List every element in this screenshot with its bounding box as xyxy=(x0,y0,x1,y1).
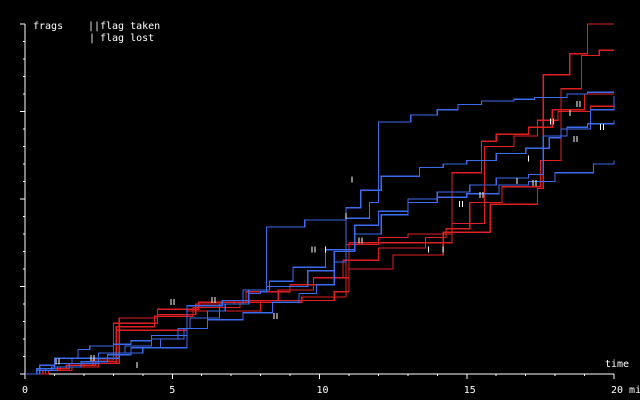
series-line-7 xyxy=(25,95,615,375)
series-line-1 xyxy=(25,23,614,375)
x-tick-label: 5 xyxy=(169,385,175,396)
x-tick-label: 0 xyxy=(22,385,28,396)
flag-markers xyxy=(55,101,605,368)
legend-label-flag-lost: flag lost xyxy=(100,33,154,44)
chart-axes xyxy=(24,24,614,375)
legend-label-flag-taken: flag taken xyxy=(100,21,160,32)
x-axis-label: time xyxy=(605,359,629,370)
series-line-3 xyxy=(25,93,614,375)
y-axis-label: frags xyxy=(33,21,63,32)
x-tick-label: 20 min xyxy=(611,385,640,396)
series-lines xyxy=(25,23,615,375)
x-tick-label: 10 xyxy=(317,385,329,396)
axis-ticks: 0 5 10 15 20 min xyxy=(20,23,640,396)
x-tick-label: 15 xyxy=(464,385,476,396)
series-line-8 xyxy=(25,91,614,375)
legend-symbol-flag-taken: || xyxy=(88,21,100,32)
legend-symbol-flag-lost: | xyxy=(89,33,95,44)
series-line-6 xyxy=(25,120,615,375)
legend: || flag taken | flag lost xyxy=(88,21,160,44)
